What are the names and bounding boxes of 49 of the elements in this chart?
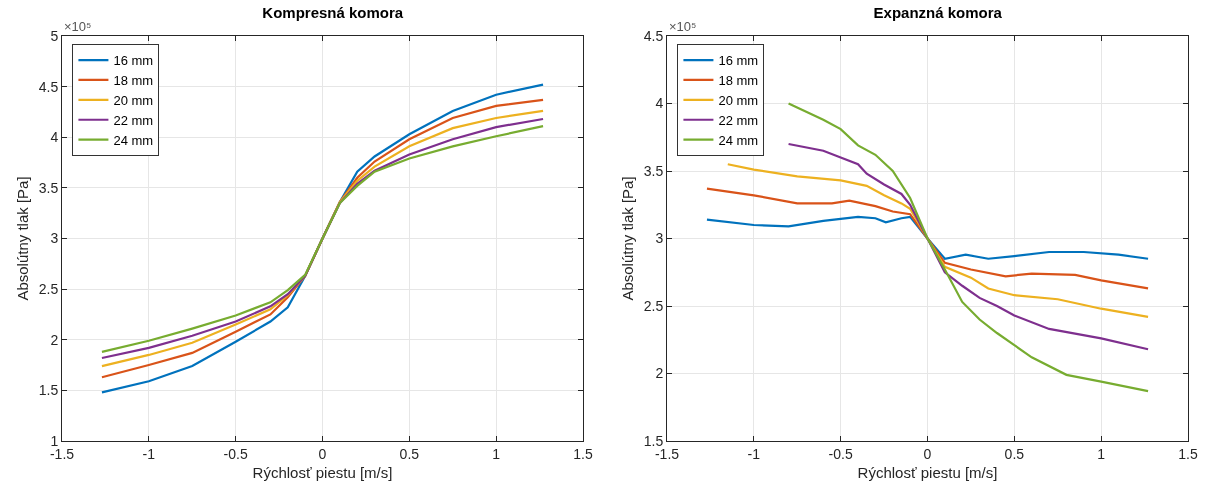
x-tick-label: 0.5 [1004,445,1025,462]
x-tick-label: -1 [747,445,761,462]
x-tick-label: 1.5 [573,445,593,462]
y-axis-title: Absolútny tlak [Pa] [618,176,636,301]
y-tick-label: 4 [50,129,59,146]
legend-label: 18 mm [718,73,759,89]
y-tick-label: 4.5 [643,27,664,44]
y-tick-label: 2 [50,331,59,348]
x-tick-label: 1 [1097,445,1106,462]
y-tick-label: 3.5 [38,179,59,196]
y-tick-label: 4 [655,95,664,112]
legend-label: 20 mm [718,92,759,108]
x-tick-label: 0 [318,445,327,462]
legend-label: 18 mm [113,73,154,89]
x-tick-label: 0.5 [399,445,420,462]
line-series [787,102,1150,393]
y-tick-label: 2.5 [643,297,664,314]
y-axis-title: Absolútny tlak [Pa] [13,176,31,301]
x-tick-label: -0.5 [828,445,853,462]
x-axis-title: Rýchlosť piestu [m/s] [857,463,998,481]
y-tick-label: 2 [655,365,664,382]
y-tick-label: 4.5 [38,78,59,95]
legend-label: 16 mm [718,53,759,69]
line-series [726,163,1150,318]
legend-label: 16 mm [113,53,154,69]
x-tick-label: -0.5 [223,445,248,462]
x-tick-label: 1.5 [1178,445,1198,462]
y-tick-label: 5 [50,27,59,44]
y-tick-label: 3 [655,230,664,247]
x-tick-label: 0 [923,445,932,462]
chart-title: Kompresná komora [262,3,404,21]
legend-label: 24 mm [718,132,759,148]
y-tick-label: 3.5 [643,162,664,179]
x-axis-title: Rýchlosť piestu [m/s] [252,463,393,481]
line-series [705,215,1150,260]
legend-label: 24 mm [113,132,154,148]
x-tick-label: -1 [142,445,156,462]
line-series [705,187,1150,290]
legend-label: 20 mm [113,92,154,108]
y-tick-label: 1.5 [38,382,59,399]
legend-label: 22 mm [113,112,154,128]
y-tick-label: 2.5 [38,281,59,298]
chart-title: Expanzná komora [873,3,1003,21]
line-series [787,142,1150,351]
x-tick-label: 1 [492,445,501,462]
text: ×10⁵ [64,19,92,34]
text: ×10⁵ [669,19,697,34]
legend-label: 22 mm [718,112,759,128]
y-tick-label: 3 [50,230,59,247]
